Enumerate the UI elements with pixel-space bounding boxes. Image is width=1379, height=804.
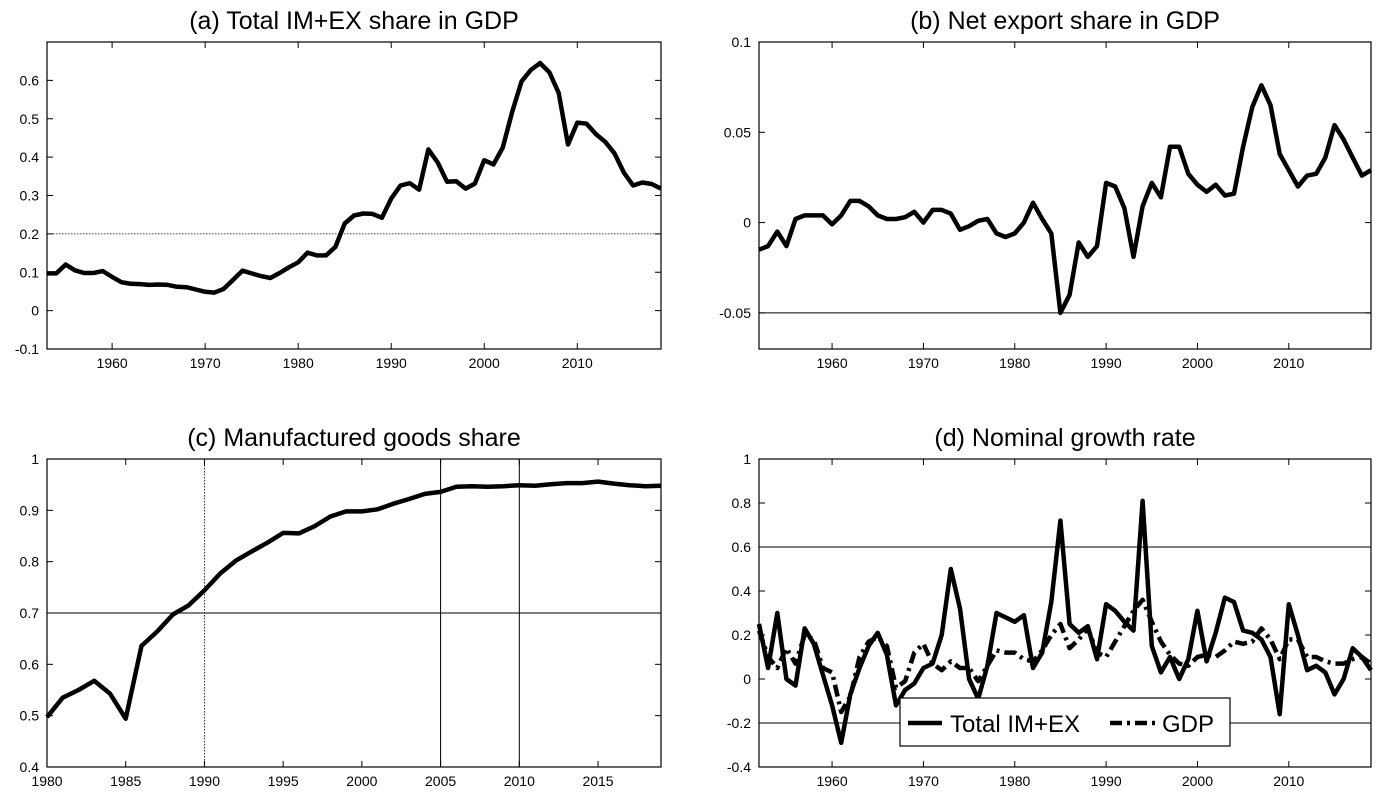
y-tick-label: 1 (743, 451, 751, 467)
series-line-0 (45, 479, 662, 721)
y-tick-label: 0.05 (724, 124, 751, 140)
series-line-0 (756, 498, 1373, 746)
x-tick-label: 1980 (31, 773, 62, 789)
panel-a: (a) Total IM+EX share in GDP 1960 1970 1980… (15, 7, 662, 371)
panel-d: (d) Nominal growth rate 1960 1970 1980 1990 2… (727, 424, 1373, 789)
x-tick-label: 1990 (189, 773, 220, 789)
series-line-0 (47, 60, 662, 295)
x-tick-label: 2010 (504, 773, 535, 789)
plot-frame (758, 458, 1372, 768)
y-tick-label: 0.4 (20, 149, 40, 165)
y-tick-label: 0.7 (20, 605, 40, 621)
y-tick-label: 0.8 (732, 495, 752, 511)
x-tick-label: 1985 (110, 773, 141, 789)
chart-title: (b) Net export share in GDP (910, 7, 1220, 35)
x-tick-label: 2000 (469, 355, 500, 371)
y-tick-label: 0 (743, 671, 751, 687)
y-tick-label: 0.4 (20, 759, 40, 775)
legend-label-0: Total IM+EX (950, 711, 1080, 738)
y-tick-label: 0.6 (20, 72, 40, 88)
y-tick-label: -0.4 (727, 759, 751, 775)
x-tick-label: 1990 (376, 355, 407, 371)
y-tick-label: 0 (743, 215, 751, 231)
x-tick-label: 1980 (283, 355, 314, 371)
y-tick-label: 0.5 (20, 111, 40, 127)
x-tick-label: 1960 (816, 773, 847, 789)
y-tick-label: 0.2 (20, 226, 40, 242)
x-tick-label: 1995 (268, 773, 299, 789)
x-tick-label: 1970 (908, 773, 939, 789)
x-tick-label: 2010 (1273, 355, 1304, 371)
x-tick-label: 1980 (999, 355, 1030, 371)
panel-b: (b) Net export share in GDP 1960 1970 1980 1… (719, 7, 1373, 371)
x-tick-label: 1980 (999, 773, 1030, 789)
x-tick-label: 2005 (425, 773, 456, 789)
x-tick-label: 2000 (1182, 355, 1213, 371)
plot-frame (758, 41, 1372, 350)
x-tick-label: 2010 (562, 355, 593, 371)
y-tick-label: 0.1 (732, 34, 752, 50)
x-tick-label: 1960 (816, 355, 847, 371)
plot-frame (46, 41, 662, 350)
y-tick-label: 0.2 (732, 627, 752, 643)
y-tick-label: 0.4 (732, 583, 752, 599)
series-line-0 (758, 83, 1373, 316)
y-tick-label: 0.1 (20, 264, 40, 280)
y-tick-label: -0.05 (719, 305, 751, 321)
chart-title: (d) Nominal growth rate (934, 424, 1195, 452)
panel-c: (c) Manufactured goods share 1980 1985 1990… (20, 424, 662, 789)
y-tick-label: 0 (31, 303, 39, 319)
x-tick-label: 1990 (1091, 773, 1122, 789)
x-tick-label: 2015 (582, 773, 613, 789)
y-tick-label: -0.2 (727, 715, 751, 731)
y-tick-label: 0.9 (20, 502, 40, 518)
x-tick-label: 2010 (1273, 773, 1304, 789)
legend-box (899, 697, 1231, 747)
x-tick-label: 1960 (97, 355, 128, 371)
y-tick-label: -0.1 (15, 341, 39, 357)
y-tick-label: 0.6 (20, 656, 40, 672)
y-tick-label: 0.5 (20, 708, 40, 724)
x-tick-label: 2000 (346, 773, 377, 789)
y-tick-label: 0.6 (732, 539, 752, 555)
y-tick-label: 0.8 (20, 554, 40, 570)
y-tick-label: 1 (31, 451, 39, 467)
x-tick-label: 1990 (1091, 355, 1122, 371)
plot-frame (46, 458, 662, 768)
x-tick-label: 2000 (1182, 773, 1213, 789)
chart-title: (c) Manufactured goods share (187, 424, 521, 452)
x-tick-label: 1970 (908, 355, 939, 371)
x-tick-label: 1970 (190, 355, 221, 371)
chart-title: (a) Total IM+EX share in GDP (189, 7, 519, 35)
legend-label-1: GDP (1162, 711, 1214, 738)
y-tick-label: 0.3 (20, 188, 40, 204)
